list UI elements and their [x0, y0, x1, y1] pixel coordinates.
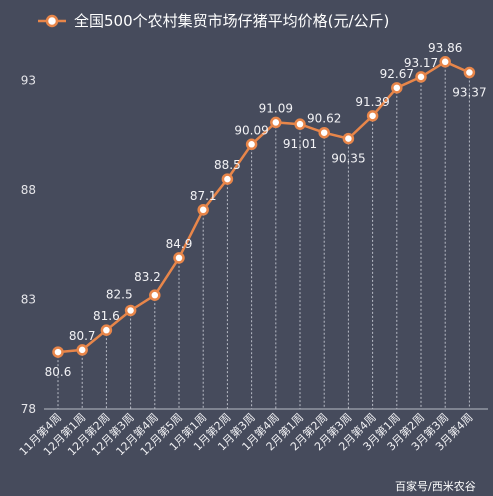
data-point	[100, 324, 113, 336]
data-label: 80.7	[69, 329, 96, 343]
data-point	[463, 66, 476, 79]
data-point	[52, 346, 64, 358]
data-label: 87.1	[190, 189, 217, 203]
data-label: 82.5	[106, 287, 133, 301]
data-label: 92.67	[380, 67, 414, 81]
y-axis: 78 83 88 93	[21, 74, 36, 416]
y-tick-label: 88	[21, 183, 36, 197]
data-point	[415, 71, 427, 83]
data-point	[366, 110, 379, 122]
data-point	[197, 204, 209, 216]
series-line-group	[52, 56, 476, 358]
data-point	[270, 116, 282, 129]
data-label: 90.09	[234, 123, 268, 137]
data-label: 80.6	[45, 365, 72, 379]
y-tick-label: 93	[21, 74, 36, 88]
data-label: 83.2	[134, 270, 161, 284]
y-tick-label: 78	[21, 402, 36, 416]
data-point	[76, 344, 88, 356]
data-label: 93.37	[452, 85, 486, 99]
data-point	[294, 118, 306, 130]
data-label: 91.01	[283, 137, 317, 151]
data-labels: 80.6 80.7 81.6 82.583.2 84.9 87.1 88.5 90.09 91.…	[45, 41, 487, 379]
legend-label: 全国500个农村集贸市场仔猪平均价格(元/公斤)	[74, 12, 389, 30]
data-point	[124, 304, 137, 317]
data-label: 90.62	[307, 112, 341, 126]
data-label: 93.17	[404, 56, 438, 70]
data-point	[173, 252, 185, 264]
data-label: 90.35	[331, 152, 365, 166]
vertical-gridlines	[57, 61, 470, 409]
legend: 全国500个农村集贸市场仔猪平均价格(元/公斤)	[38, 12, 389, 30]
data-label: 81.6	[93, 309, 120, 323]
y-tick-label: 83	[21, 293, 36, 307]
data-label: 91.39	[355, 95, 389, 109]
data-point	[245, 138, 258, 151]
data-label: 88.5	[214, 158, 241, 172]
data-point	[221, 173, 234, 185]
data-label: 91.09	[259, 101, 293, 115]
data-point	[318, 126, 330, 139]
data-point	[439, 56, 451, 68]
data-label: 84.9	[166, 237, 193, 251]
data-point	[391, 82, 403, 94]
data-point	[342, 132, 355, 145]
watermark: 百家号/西米农谷	[395, 479, 476, 493]
data-point	[149, 289, 161, 301]
legend-marker-icon	[45, 14, 59, 28]
data-label: 93.86	[428, 41, 462, 55]
